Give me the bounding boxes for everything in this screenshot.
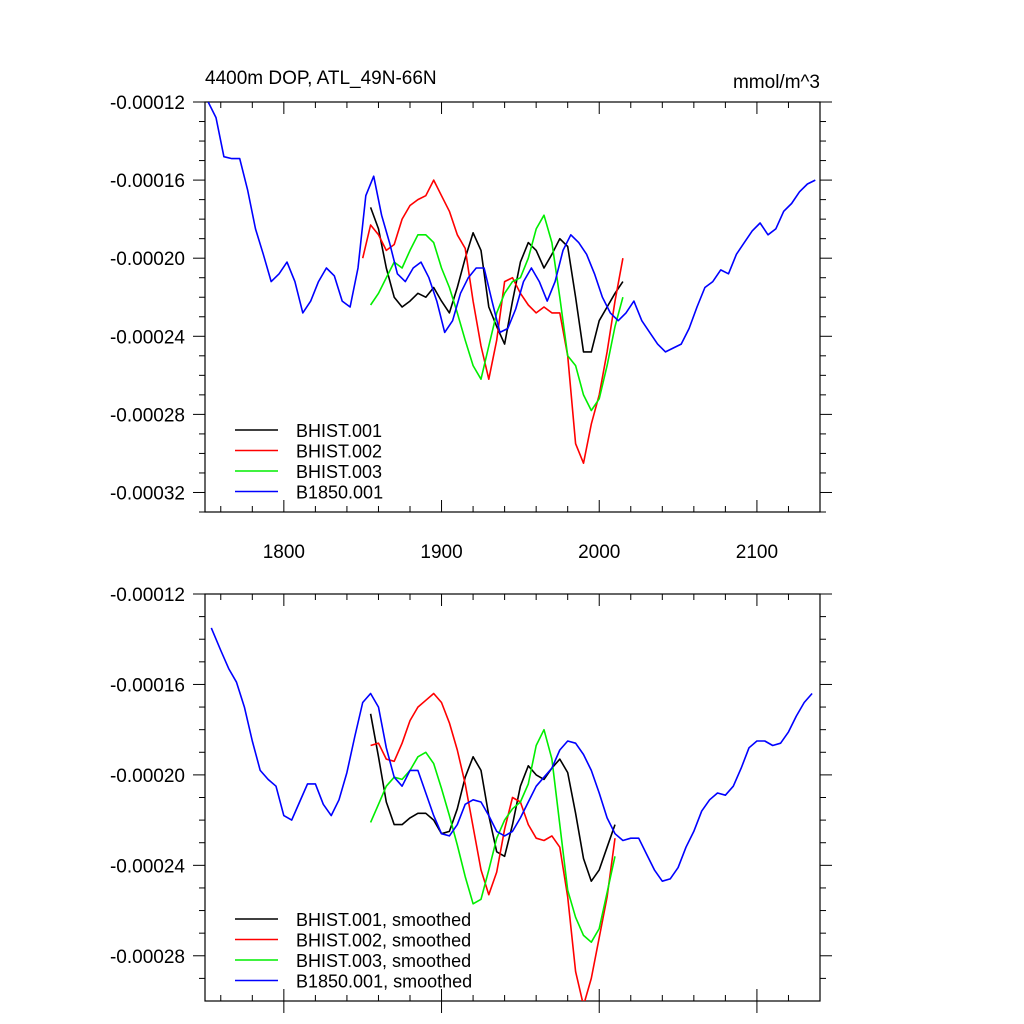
legend-label: BHIST.003, smoothed <box>296 951 471 971</box>
chart-title: 4400m DOP, ATL_49N-66N <box>205 68 437 89</box>
y-tick-label: -0.00028 <box>110 947 185 968</box>
x-tick-label: 2100 <box>736 542 778 563</box>
series-line-4 <box>210 627 813 883</box>
y-tick-label: -0.00020 <box>110 249 185 270</box>
y-tick-label: -0.00032 <box>110 483 185 504</box>
series-group <box>207 102 816 465</box>
legend-label: BHIST.001, smoothed <box>296 910 471 930</box>
y-tick-label: -0.00016 <box>110 675 185 696</box>
legend-label: BHIST.003 <box>296 462 382 482</box>
series-group <box>210 627 813 1001</box>
x-tick-label: 1800 <box>263 542 305 563</box>
y-tick-label: -0.00016 <box>110 171 185 192</box>
plot-frame <box>204 101 821 513</box>
series-line-3 <box>369 214 624 412</box>
y-tick-label: -0.00024 <box>110 327 185 348</box>
legend-label: BHIST.001 <box>296 421 382 441</box>
y-tick-label: -0.00012 <box>110 585 185 606</box>
legend-label: B1850.001, smoothed <box>296 972 472 992</box>
chart-panel-2 <box>193 593 832 1013</box>
series-line-1 <box>369 207 624 353</box>
legend-label: BHIST.002, smoothed <box>296 931 471 951</box>
series-line-2 <box>361 179 624 465</box>
legend-label: BHIST.002 <box>296 442 382 462</box>
y-tick-label: -0.00012 <box>110 93 185 114</box>
x-tick-label: 2000 <box>578 542 620 563</box>
units-label: mmol/m^3 <box>733 72 820 93</box>
y-tick-label: -0.00028 <box>110 405 185 426</box>
series-line-2 <box>370 692 616 1001</box>
series-line-1 <box>369 713 616 883</box>
y-tick-label: -0.00020 <box>110 766 185 787</box>
series-line-3 <box>369 728 616 944</box>
series-line-4 <box>207 102 816 353</box>
chart-panel-1 <box>193 101 832 513</box>
y-tick-label: -0.00024 <box>110 856 185 877</box>
legend-label: B1850.001 <box>296 483 383 503</box>
x-tick-label: 1900 <box>420 542 462 563</box>
